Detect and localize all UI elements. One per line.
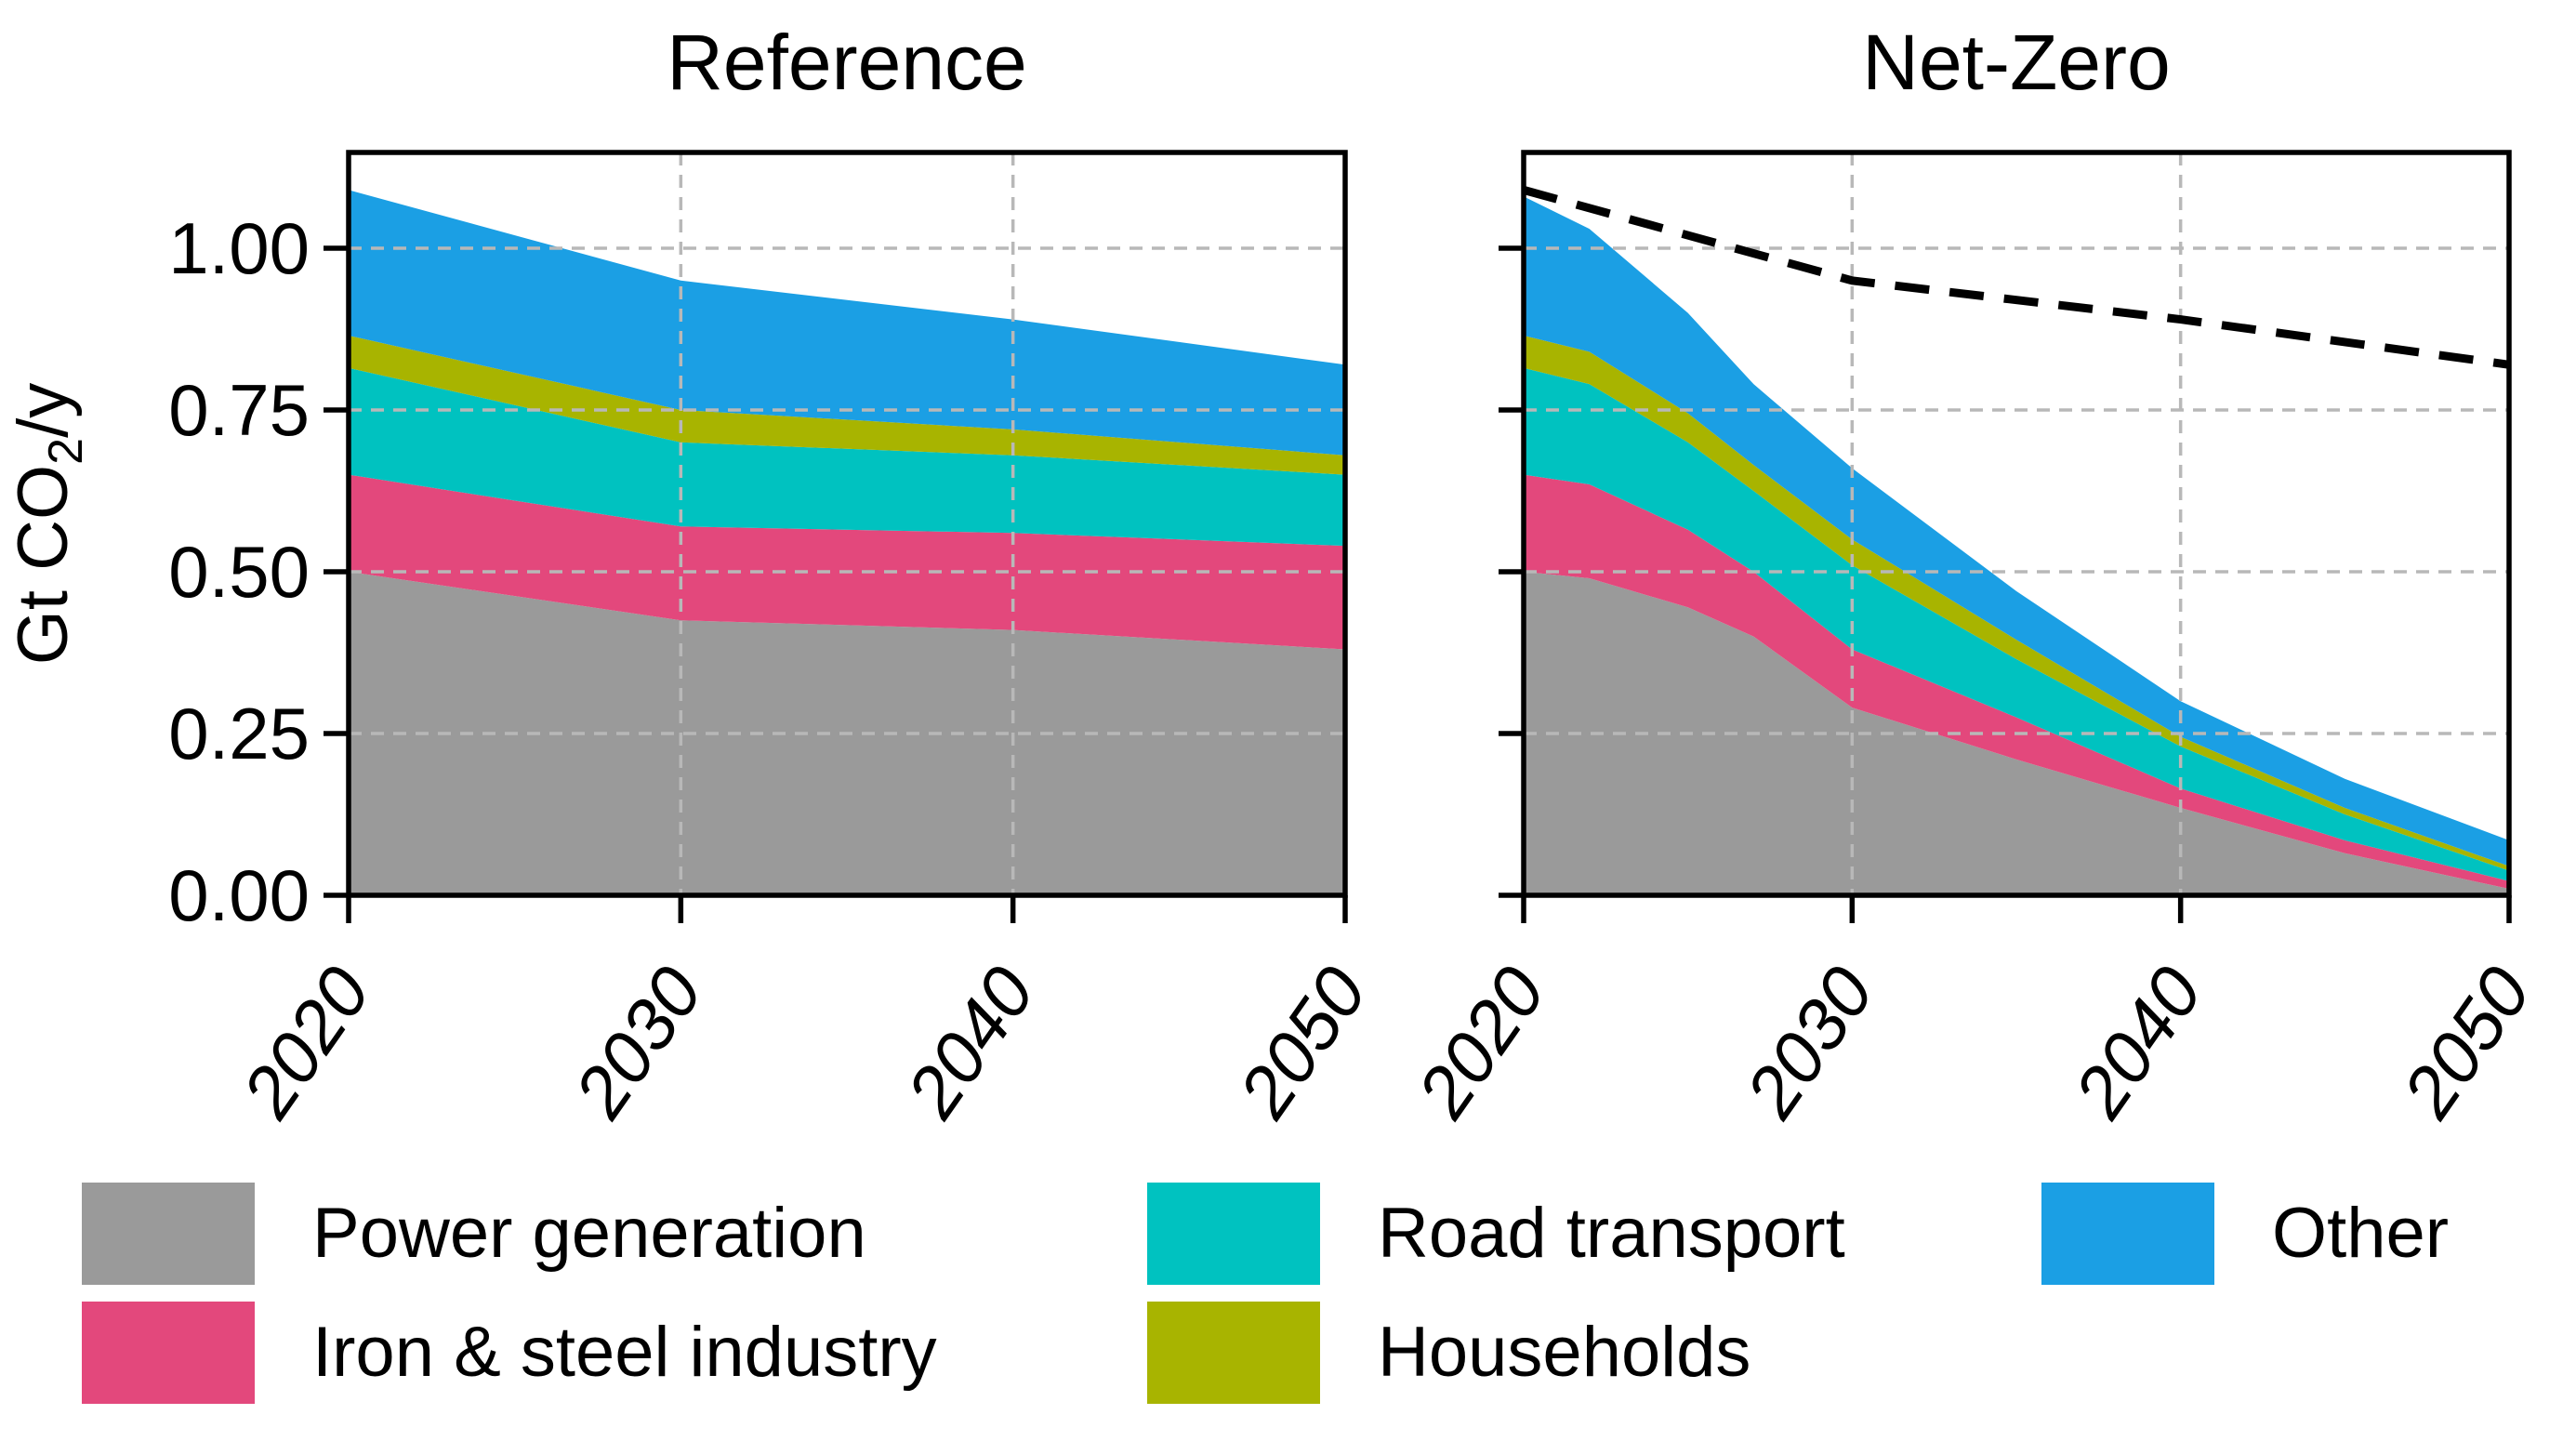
legend-swatch-other <box>2041 1183 2214 1285</box>
axes-box <box>1521 150 2512 898</box>
area-road-net-zero <box>1524 367 2509 881</box>
legend-swatch-households <box>1147 1302 1320 1404</box>
y-tick-label: 0.75 <box>168 369 310 451</box>
reference-total-dashed-line <box>1522 186 2510 369</box>
legend-label-road: Road transport <box>1378 1194 1845 1273</box>
y-axis-label: Gt CO2/y <box>4 383 93 665</box>
area-iron-net-zero <box>1524 474 2509 890</box>
area-road-reference <box>349 367 1345 547</box>
legend-swatch-power <box>82 1183 255 1285</box>
legend-item-power: Power generation <box>82 1183 866 1285</box>
y-tick-label: 1.00 <box>168 207 310 289</box>
area-power-net-zero <box>1524 572 2509 895</box>
area-other-reference <box>349 190 1345 456</box>
panel-title-net-zero: Net-Zero <box>1862 19 2170 106</box>
area-other-net-zero <box>1524 196 2509 866</box>
y-tick-label: 0.50 <box>168 531 310 613</box>
y-tick-label: 0.00 <box>168 854 310 936</box>
panel-reference: 0.00 0.25 0.50 0.75 1.00 2020 2030 2040 2050 Refe… <box>168 19 1382 1132</box>
legend-label-iron: Iron & steel industry <box>312 1313 937 1392</box>
area-households-reference <box>349 335 1345 475</box>
panel-net-zero: 2020 2030 2040 2050 Net-Zero <box>1401 19 2546 1132</box>
x-tick-label: 2030 <box>1729 952 1889 1131</box>
panel-title-reference: Reference <box>667 19 1027 106</box>
x-tick-label: 2020 <box>226 952 386 1131</box>
legend-label-other: Other <box>2272 1194 2450 1273</box>
x-tick-label: 2050 <box>2386 952 2546 1131</box>
y-tick-label: 0.25 <box>168 693 310 774</box>
area-households-net-zero <box>1524 335 2509 871</box>
legend-item-road: Road transport <box>1147 1183 1845 1285</box>
legend-swatch-iron <box>82 1302 255 1404</box>
x-tick-label: 2030 <box>558 952 718 1131</box>
x-tick-label: 2020 <box>1401 952 1561 1131</box>
legend-item-households: Households <box>1147 1302 1750 1404</box>
legend-item-iron: Iron & steel industry <box>82 1302 937 1404</box>
legend-swatch-road <box>1147 1183 1320 1285</box>
legend-label-households: Households <box>1378 1313 1751 1392</box>
x-tick-label: 2040 <box>2057 952 2217 1131</box>
legend-label-power: Power generation <box>312 1194 866 1273</box>
legend-item-other: Other <box>2041 1183 2449 1285</box>
x-tick-label: 2050 <box>1222 952 1382 1131</box>
area-iron-reference <box>349 474 1345 650</box>
x-tick-label: 2040 <box>890 952 1050 1131</box>
axes-box <box>346 150 1348 898</box>
